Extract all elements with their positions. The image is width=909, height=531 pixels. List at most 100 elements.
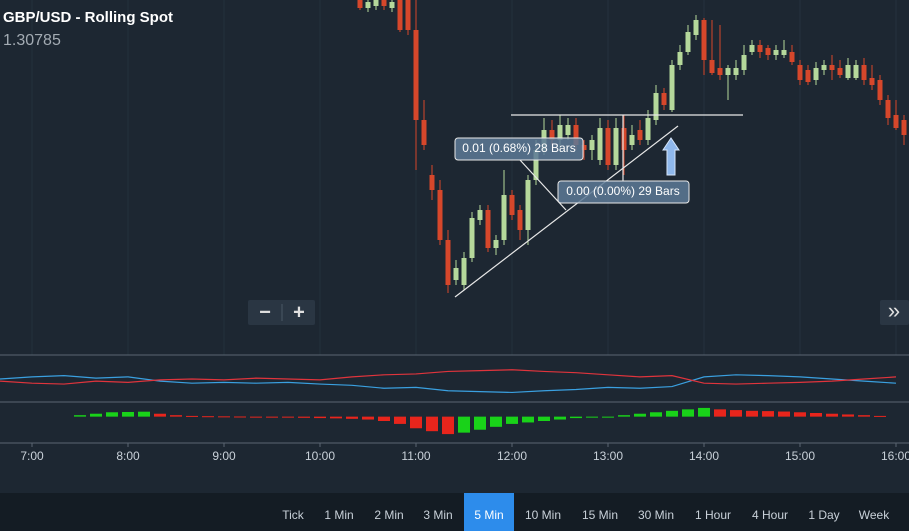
- candle-body: [757, 45, 763, 52]
- candle-body: [765, 48, 771, 55]
- candle-body: [637, 130, 643, 140]
- scroll-button[interactable]: [880, 300, 909, 325]
- candle-body: [573, 125, 579, 145]
- zoom-in[interactable]: +: [293, 301, 305, 323]
- timeframe-button[interactable]: Tick: [282, 508, 305, 522]
- candle-body: [549, 130, 555, 140]
- histogram-bar: [345, 416, 358, 419]
- candle-body: [885, 100, 891, 118]
- timeframe-button[interactable]: 1 Day: [808, 508, 839, 522]
- histogram-bar: [265, 416, 278, 418]
- candle-body: [653, 93, 659, 120]
- timeframe-button[interactable]: Week: [859, 508, 890, 522]
- histogram-bar: [537, 416, 550, 421]
- histogram-bar: [762, 411, 775, 417]
- timeframe-button[interactable]: 1 Hour: [695, 508, 731, 522]
- candle-body: [869, 78, 875, 85]
- candle-body: [901, 120, 907, 135]
- histogram-bar: [409, 416, 422, 429]
- histogram-bar: [698, 407, 711, 417]
- indicator-line: [0, 374, 897, 394]
- histogram-bar: [249, 416, 262, 418]
- candle-body: [397, 0, 403, 30]
- candle-body: [717, 68, 723, 75]
- toolbar: [0, 493, 909, 531]
- candle-body: [509, 195, 515, 215]
- x-tick-label: 7:00: [20, 449, 44, 463]
- candle-body: [493, 240, 499, 248]
- x-tick-label: 16:00: [881, 449, 909, 463]
- candle-body: [389, 1, 395, 8]
- candle-body: [829, 65, 835, 70]
- histogram-bar: [842, 414, 855, 417]
- histogram-bar: [570, 416, 583, 419]
- candle-body: [373, 0, 379, 6]
- candle-body: [565, 125, 571, 135]
- measure-label: 0.00 (0.00%) 29 Bars: [566, 184, 679, 198]
- candle-body: [893, 115, 899, 128]
- candle-body: [469, 218, 475, 258]
- histogram-bar: [426, 416, 439, 432]
- measure-box: [557, 180, 690, 204]
- histogram-bar: [378, 416, 391, 421]
- candle-body: [773, 50, 779, 55]
- histogram-bar: [650, 412, 663, 417]
- candle-body: [853, 65, 859, 78]
- histogram-bar: [169, 415, 182, 417]
- x-tick-label: 11:00: [401, 449, 430, 463]
- timeframe-button[interactable]: 30 Min: [638, 508, 674, 522]
- timeframe-button[interactable]: 1 Min: [324, 508, 353, 522]
- candle-body: [701, 20, 707, 60]
- candle-body: [501, 195, 507, 240]
- candle-body: [445, 240, 451, 285]
- histogram-bar: [489, 416, 502, 427]
- histogram-bar: [201, 416, 214, 418]
- measure-box: [454, 137, 584, 161]
- candle-body: [781, 50, 787, 55]
- candle-body: [733, 68, 739, 75]
- histogram-bar: [138, 411, 151, 417]
- x-tick-label: 15:00: [785, 449, 815, 463]
- candle-body: [629, 135, 635, 145]
- histogram-bar: [633, 413, 646, 417]
- trend-line: [454, 125, 679, 298]
- indicators: [0, 369, 897, 435]
- candle-body: [677, 52, 683, 65]
- x-tick-label: 14:00: [689, 449, 719, 463]
- histogram-bar: [810, 413, 823, 417]
- timeframes: Tick 1 Min 2 Min 3 Min 5 Min 10 Min 15 Min 30 M…: [282, 493, 890, 531]
- zoom-out[interactable]: −: [259, 301, 271, 323]
- x-tick-label: 12:00: [497, 449, 527, 463]
- timeframe-button[interactable]: 15 Min: [582, 508, 618, 522]
- scroll-right[interactable]: »: [888, 298, 900, 323]
- candle-body: [749, 45, 755, 52]
- histogram-bar: [73, 415, 86, 417]
- timeframe-button[interactable]: 4 Hour: [752, 508, 788, 522]
- candle-body: [437, 190, 443, 240]
- histogram-bar: [313, 416, 326, 419]
- candle-body: [685, 32, 691, 52]
- histogram-bar: [777, 411, 790, 417]
- histogram-bar: [666, 410, 679, 417]
- histogram-bar: [474, 416, 487, 430]
- timeframe-button[interactable]: 10 Min: [525, 508, 561, 522]
- candle-body: [525, 180, 531, 230]
- candle-body: [813, 68, 819, 80]
- candle-body: [517, 210, 523, 230]
- x-tick-label: 8:00: [116, 449, 140, 463]
- candle-body: [597, 128, 603, 160]
- instrument-title: GBP/USD - Rolling Spot: [3, 9, 173, 26]
- histogram-bar: [90, 413, 103, 417]
- candle-body: [805, 70, 811, 82]
- candle-body: [381, 0, 387, 6]
- histogram-bar: [441, 416, 454, 435]
- histogram-bar: [873, 415, 886, 417]
- timeframe-button[interactable]: 2 Min: [374, 508, 403, 522]
- histogram-bar: [714, 409, 727, 417]
- timeframe-button[interactable]: 3 Min: [423, 508, 452, 522]
- timeframe-button[interactable]: 5 Min: [474, 508, 503, 522]
- candle-body: [421, 120, 427, 145]
- candle-body: [461, 258, 467, 285]
